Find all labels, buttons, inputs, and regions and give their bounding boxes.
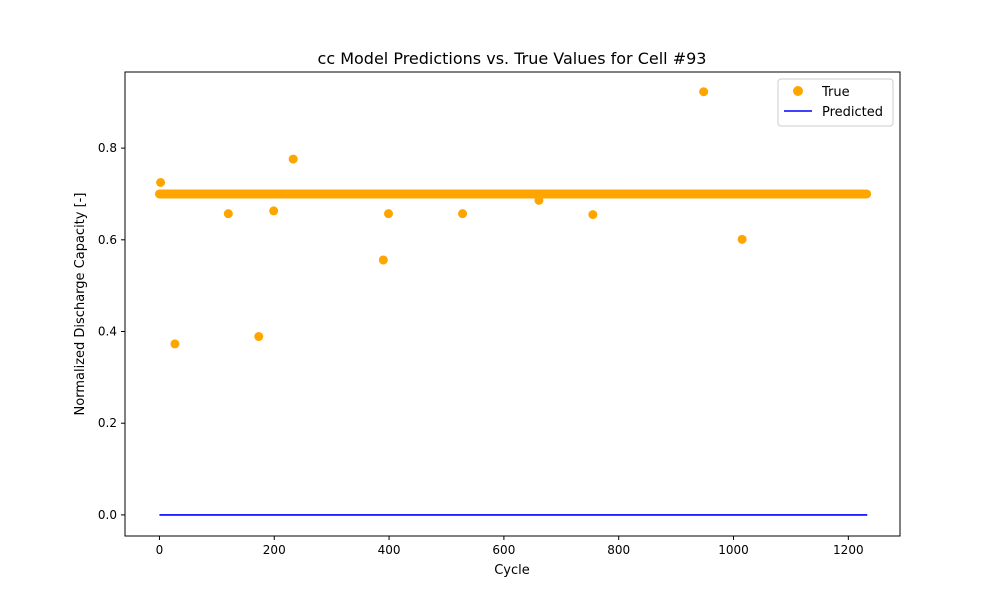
true-point [288,154,298,164]
true-point [378,255,388,265]
legend-marker-true [793,86,803,96]
true-point [156,178,166,187]
y-tick-label: 0.0 [98,508,117,522]
true-point [254,332,264,342]
plot-area [154,87,872,516]
x-tick-label: 0 [156,543,164,557]
x-tick-label: 800 [607,543,630,557]
x-axis: 0 200 400 600 800 1000 1200 [156,536,864,557]
x-tick-label: 400 [378,543,401,557]
x-axis-label: Cycle [494,563,530,578]
y-axis: 0.0 0.2 0.4 0.6 0.8 [98,141,125,522]
true-point [862,189,872,199]
y-tick-label: 0.4 [98,325,117,339]
legend: True Predicted [777,78,894,127]
y-axis-label: Normalized Discharge Capacity [-] [73,193,88,416]
true-point [588,210,598,220]
x-tick-label: 1000 [718,543,749,557]
true-point [458,209,468,219]
y-tick-label: 0.2 [98,416,117,430]
true-point [269,206,279,216]
x-tick-label: 200 [263,543,286,557]
y-tick-label: 0.8 [98,141,117,155]
legend-label-true: True [821,85,850,100]
x-tick-label: 1200 [833,543,864,557]
plot-frame [124,71,901,537]
legend-box [777,78,894,127]
chart-title: cc Model Predictions vs. True Values for… [318,49,707,68]
true-point [170,339,180,349]
true-point [384,209,393,219]
true-point [223,209,233,219]
true-point [699,87,709,97]
true-point [534,195,544,205]
true-point [737,234,747,244]
legend-label-predicted: Predicted [822,105,883,120]
x-tick-label: 600 [492,543,515,557]
y-tick-label: 0.6 [98,233,117,247]
